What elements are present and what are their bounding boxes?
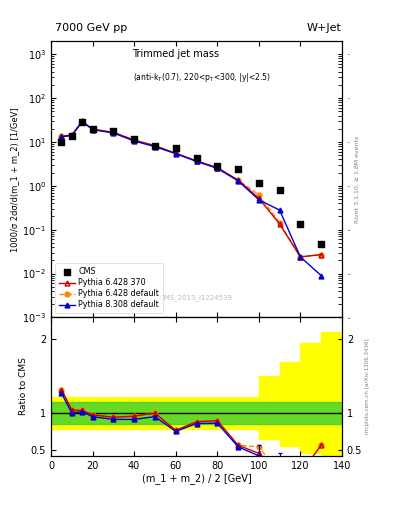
Y-axis label: 1000/σ 2dσ/d(m_1 + m_2) [1/GeV]: 1000/σ 2dσ/d(m_1 + m_2) [1/GeV] — [11, 107, 20, 251]
Pythia 8.308 default — [257, 197, 261, 203]
Text: (anti-k$_\mathregular{T}$(0.7), 220<p$_\mathregular{T}$<300, |y|<2.5): (anti-k$_\mathregular{T}$(0.7), 220<p$_\… — [132, 71, 270, 84]
Text: CMS_2013_I1224539: CMS_2013_I1224539 — [160, 294, 233, 301]
Pythia 6.428 370 — [90, 126, 95, 132]
CMS — [193, 154, 200, 162]
Pythia 6.428 370 — [298, 254, 303, 260]
Pythia 8.308 default — [173, 151, 178, 157]
Pythia 6.428 default — [90, 126, 95, 132]
Pythia 6.428 default — [152, 143, 157, 149]
Pythia 8.308 default — [59, 134, 64, 140]
Line: Pythia 6.428 370: Pythia 6.428 370 — [59, 119, 323, 259]
CMS — [318, 240, 324, 248]
Pythia 6.428 370 — [173, 150, 178, 156]
Pythia 6.428 default — [173, 150, 178, 156]
Pythia 6.428 370 — [257, 195, 261, 201]
Pythia 8.308 default — [90, 126, 95, 133]
CMS — [110, 127, 117, 135]
Pythia 6.428 370 — [236, 177, 241, 183]
Pythia 6.428 370 — [70, 132, 74, 138]
Pythia 6.428 default — [70, 132, 74, 138]
Pythia 6.428 370 — [111, 130, 116, 136]
Pythia 8.308 default — [152, 143, 157, 150]
Text: Trimmed jet mass: Trimmed jet mass — [132, 49, 220, 59]
CMS — [79, 118, 85, 126]
CMS — [69, 132, 75, 140]
CMS — [276, 185, 283, 194]
Pythia 8.308 default — [215, 165, 220, 172]
Pythia 8.308 default — [111, 130, 116, 136]
CMS — [131, 135, 137, 143]
Pythia 6.428 default — [132, 137, 136, 143]
Pythia 6.428 370 — [132, 137, 136, 143]
Pythia 8.308 default — [319, 272, 323, 279]
Pythia 6.428 default — [277, 220, 282, 226]
Y-axis label: Ratio to CMS: Ratio to CMS — [19, 357, 28, 416]
Y-axis label: Rivet 3.1.10, ≥ 1.8M events: Rivet 3.1.10, ≥ 1.8M events — [355, 136, 360, 223]
Pythia 6.428 default — [111, 130, 116, 136]
CMS — [90, 124, 96, 133]
Pythia 6.428 370 — [80, 118, 84, 124]
Text: W+Jet: W+Jet — [307, 23, 342, 33]
Pythia 6.428 370 — [215, 164, 220, 170]
CMS — [235, 165, 241, 173]
CMS — [173, 144, 179, 152]
Pythia 8.308 default — [236, 178, 241, 184]
Pythia 6.428 default — [298, 254, 303, 260]
Pythia 6.428 default — [59, 133, 64, 139]
Pythia 6.428 370 — [194, 158, 199, 164]
CMS — [152, 142, 158, 150]
CMS — [58, 137, 64, 145]
Line: Pythia 6.428 default: Pythia 6.428 default — [59, 119, 323, 259]
Pythia 8.308 default — [194, 158, 199, 164]
Pythia 6.428 default — [80, 118, 84, 124]
Pythia 8.308 default — [80, 119, 84, 125]
Y-axis label: mcplots.cern.ch [arXiv:1306.3436]: mcplots.cern.ch [arXiv:1306.3436] — [365, 339, 370, 434]
Text: 7000 GeV pp: 7000 GeV pp — [55, 23, 127, 33]
Pythia 8.308 default — [132, 138, 136, 144]
Pythia 8.308 default — [298, 254, 303, 260]
Line: Pythia 8.308 default: Pythia 8.308 default — [59, 119, 323, 278]
Pythia 8.308 default — [70, 133, 74, 139]
CMS — [297, 220, 303, 228]
Pythia 6.428 default — [257, 192, 261, 198]
Pythia 6.428 370 — [277, 221, 282, 227]
Pythia 6.428 370 — [59, 133, 64, 139]
Pythia 6.428 default — [194, 158, 199, 164]
Pythia 6.428 default — [215, 164, 220, 170]
Pythia 8.308 default — [277, 207, 282, 213]
Pythia 6.428 default — [236, 177, 241, 183]
CMS — [214, 161, 220, 169]
Pythia 6.428 default — [319, 251, 323, 258]
Pythia 6.428 370 — [319, 251, 323, 258]
Pythia 6.428 370 — [152, 143, 157, 149]
X-axis label: (m_1 + m_2) / 2 [GeV]: (m_1 + m_2) / 2 [GeV] — [141, 473, 252, 484]
CMS — [256, 179, 262, 187]
Legend: CMS, Pythia 6.428 370, Pythia 6.428 default, Pythia 8.308 default: CMS, Pythia 6.428 370, Pythia 6.428 defa… — [55, 263, 163, 313]
